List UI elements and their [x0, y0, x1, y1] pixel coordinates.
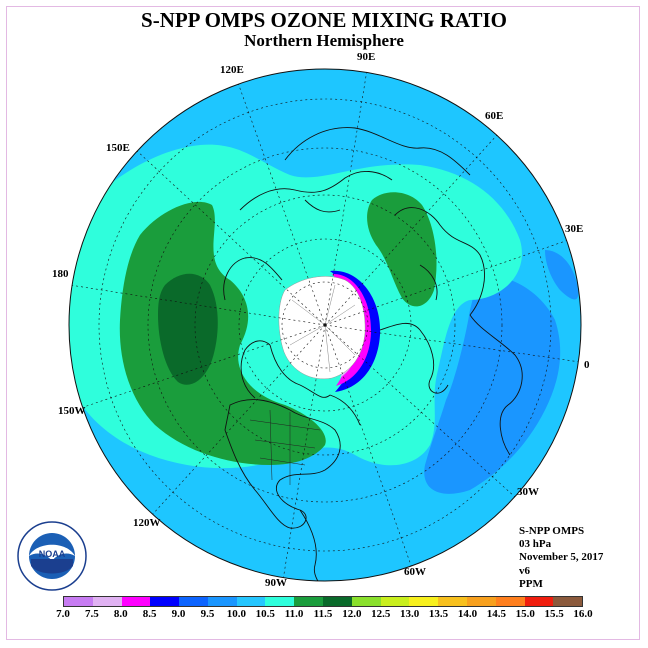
coastlines: [223, 127, 523, 581]
info-version: v6: [519, 564, 530, 577]
colorbar-swatch: [294, 597, 324, 606]
field-region-blue: [424, 276, 561, 494]
lon-label-180: 180: [52, 268, 69, 280]
lon-label-0: 0: [584, 359, 590, 371]
colorbar-swatch: [524, 597, 554, 606]
colorbar-swatch: [121, 597, 151, 606]
colorbar-swatch: [495, 597, 525, 606]
colorbar-tick-label: 15.5: [544, 608, 564, 620]
colorbar-tick-label: 9.0: [171, 608, 186, 620]
colorbar-swatch: [179, 597, 208, 606]
info-block: S-NPP OMPS 03 hPa November 5, 2017 v6 PP…: [519, 525, 603, 591]
lon-label-30w: 30W: [517, 486, 539, 498]
colorbar-tick-label: 14.0: [457, 608, 478, 620]
colorbar-swatch: [207, 597, 237, 606]
colorbar-tick-label: 7.5: [85, 608, 99, 620]
colorbar-tick-label: 15.0: [515, 608, 535, 620]
lon-label-150w: 150W: [58, 405, 86, 417]
colorbar-tick-label: 11.0: [284, 608, 304, 620]
colorbar-swatch: [150, 597, 180, 606]
colorbar-tick-label: 10.5: [255, 608, 275, 620]
field-region-green-west: [119, 201, 326, 466]
colorbar: [63, 596, 583, 607]
colorbar-tick-label: 16.0: [573, 608, 593, 620]
field-region-darkgreen-west: [158, 273, 218, 385]
colorbar-swatch: [466, 597, 496, 606]
lon-label-120e: 120E: [220, 64, 244, 76]
missing-data-cap: [278, 276, 366, 380]
lon-label-30e: 30E: [565, 223, 584, 235]
colorbar-swatch: [380, 597, 410, 606]
graticule-meridians: [69, 69, 581, 581]
lon-label-90e: 90E: [357, 51, 376, 63]
field-region-blue-2: [545, 250, 579, 300]
colorbar-swatch: [236, 597, 266, 606]
map-border: [68, 68, 582, 582]
colorbar-tick-label: 10.0: [226, 608, 246, 620]
colorbar-swatch: [553, 597, 583, 606]
colorbar-swatch: [64, 597, 93, 606]
info-units: PPM: [519, 577, 543, 590]
info-date: November 5, 2017: [519, 551, 604, 564]
colorbar-tick-label: 8.5: [142, 608, 157, 620]
colorbar-swatch: [92, 597, 122, 606]
page-frame: [6, 6, 640, 640]
colorbar-tick-label: 8.0: [113, 608, 128, 620]
info-instrument: S-NPP OMPS: [519, 525, 585, 537]
colorbar-tick-label: 11.5: [313, 608, 333, 620]
colorbar-swatch: [438, 597, 467, 606]
graticule-latitudes: [98, 98, 552, 552]
logo-text: NOAA: [39, 549, 66, 559]
colorbar-swatch: [351, 597, 381, 606]
colorbar-swatch: [323, 597, 352, 606]
lon-label-150e: 150E: [106, 142, 130, 154]
lon-label-60w: 60W: [404, 566, 426, 578]
colorbar-swatch: [409, 597, 439, 606]
lon-label-120w: 120W: [133, 517, 161, 529]
map-subtitle: Northern Hemisphere: [244, 31, 404, 50]
colorbar-tick-label: 9.5: [200, 608, 215, 620]
colorbar-swatch: [265, 597, 295, 606]
map-title: S-NPP OMPS OZONE MIXING RATIO: [141, 8, 507, 32]
info-level: 03 hPa: [519, 538, 552, 551]
colorbar-tick-label: 7.0: [56, 608, 70, 620]
field-crescent-blue: [330, 270, 381, 392]
noaa-logo: NOAA: [17, 521, 87, 591]
colorbar-tick-label: 13.5: [428, 608, 449, 620]
colorbar-tick-label: 12.5: [371, 608, 391, 620]
colorbar-tick-label: 13.0: [400, 608, 420, 620]
colorbar-tick-label: 14.5: [486, 608, 506, 620]
lon-label-90w: 90W: [265, 577, 287, 589]
colorbar-tick-label: 12.0: [342, 608, 362, 620]
colorbar-ticks: 7.0 7.5 8.0 8.5 9.0 9.5 10.0 10.5 11.0 11.5 12.0 12…: [50, 608, 596, 622]
lon-label-60e: 60E: [485, 110, 504, 122]
